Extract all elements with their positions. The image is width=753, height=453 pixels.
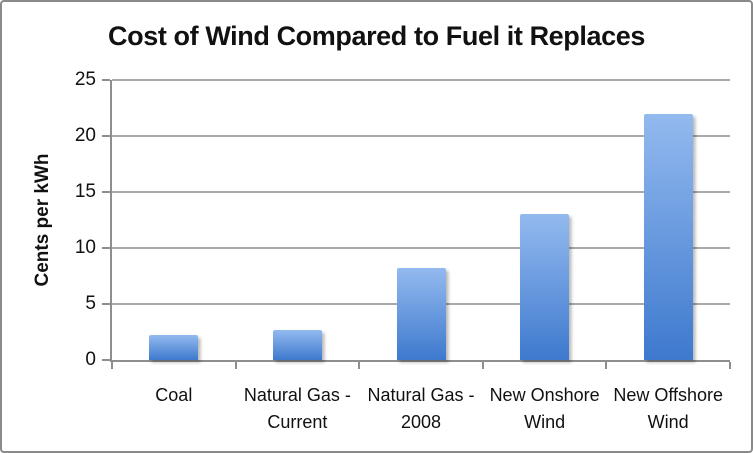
x-tick-label: Natural Gas - Current [243, 385, 351, 432]
chart-title: Cost of Wind Compared to Fuel it Replace… [108, 21, 645, 51]
gridline [112, 247, 730, 249]
gridline [112, 135, 730, 137]
x-tick-label: New Onshore Wind [489, 385, 600, 432]
y-axis-tick [102, 191, 110, 193]
gridline [112, 191, 730, 193]
plot-area: 0 5 10 15 20 25 Coal Natural Gas - Current Natur… [75, 69, 731, 432]
y-tick-label: 0 [85, 349, 96, 370]
y-axis-tick [102, 79, 110, 81]
x-tick-label: New Offshore Wind [613, 385, 724, 432]
bar [396, 268, 446, 360]
x-axis-tick [358, 362, 361, 369]
y-tick-label: 20 [74, 125, 96, 146]
gridline [112, 79, 730, 81]
y-tick-label: 10 [74, 237, 96, 258]
y-tick-label: 15 [74, 181, 96, 202]
bar [643, 113, 693, 360]
bar [149, 335, 199, 360]
x-axis-tick [605, 362, 608, 369]
y-tick-label: 25 [74, 69, 96, 90]
x-axis-tick [729, 362, 731, 369]
y-axis-title: Cents per kWh [32, 153, 53, 287]
y-tick-label: 5 [85, 293, 96, 314]
x-axis-tick [481, 362, 484, 369]
x-tick-label: Natural Gas - 2008 [367, 385, 475, 432]
x-axis-tick [111, 362, 113, 369]
bar [520, 214, 570, 360]
bar [272, 329, 322, 360]
y-axis-tick [102, 303, 110, 305]
x-axis-tick [234, 362, 237, 369]
y-axis-tick [102, 359, 110, 361]
x-tick-label: Coal [155, 385, 193, 405]
y-axis-tick [102, 135, 110, 137]
y-axis-tick [102, 247, 110, 249]
